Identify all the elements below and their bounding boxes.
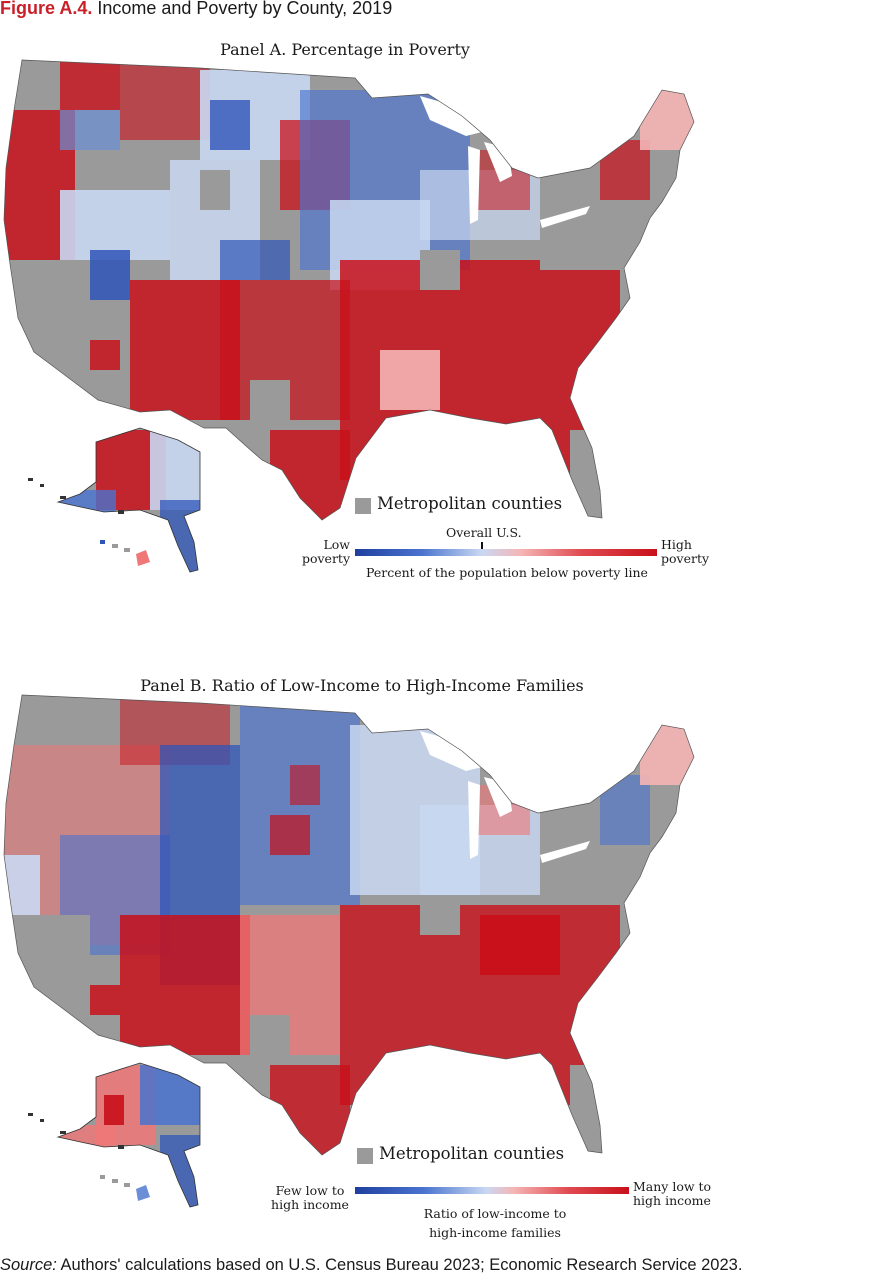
source-text: Authors' calculations based on U.S. Cens… [56, 1256, 743, 1274]
panel-a-legend-reference-label: Overall U.S. [446, 525, 522, 540]
figure-title-text: Income and Poverty by County, 2019 [92, 0, 393, 18]
panel-a-map [3, 59, 695, 573]
panel-b-lake-superior [420, 731, 482, 771]
source-label: Source: [0, 1256, 57, 1274]
panel-b-legend-gradient [355, 1187, 629, 1194]
source-note: Source: Authors' calculations based on U… [0, 1256, 742, 1275]
panel-a-metro-label: Metropolitan counties [377, 494, 563, 513]
figure-title: Figure A.4. Income and Poverty by County… [0, 0, 392, 19]
panel-a-aleutian-islands [28, 478, 124, 514]
panel-b-alaska-shading [58, 1065, 200, 1207]
panel-b-legend-left-label: Few low to high income [266, 1184, 354, 1212]
panel-a-lake-erie [540, 206, 590, 228]
panel-b-lake-erie [540, 841, 590, 863]
panel-b-hawaii [100, 1175, 150, 1201]
panel-b-aleutian-islands [28, 1113, 124, 1149]
panel-a-legend-left-line1: Low [323, 537, 350, 552]
panel-a-legend-right-label: High poverty [661, 538, 709, 566]
panel-b-legend-caption: Ratio of low-income to high-income famil… [420, 1204, 570, 1242]
panel-a-legend-left-line2: poverty [301, 551, 350, 566]
panel-b-legend-right-line1: Many low to [633, 1179, 712, 1194]
panel-a-metro-swatch [355, 498, 371, 514]
panel-a-legend-right-line2: poverty [661, 551, 710, 566]
panel-a-legend-gradient [355, 549, 657, 556]
panel-a-lake-superior [420, 96, 482, 136]
panel-a-legend-left-label: Low poverty [300, 538, 350, 566]
panel-b-metro-swatch [357, 1148, 373, 1164]
panel-b-map [3, 694, 695, 1208]
panel-b-lake-huron [484, 777, 512, 817]
panel-b-legend-left-line1: Few low to [275, 1183, 345, 1198]
panel-a-lake-huron [484, 142, 512, 182]
panel-a-alaska-shading [58, 430, 200, 572]
panel-a-lake-michigan [468, 146, 480, 224]
panel-a-hawaii [100, 540, 150, 566]
panel-a-title: Panel A. Percentage in Poverty [220, 40, 470, 59]
figure-label: Figure A.4. [0, 0, 93, 18]
panel-a-legend-caption: Percent of the population below poverty … [366, 565, 648, 580]
panel-b-legend-right-label: Many low to high income [633, 1180, 711, 1208]
panel-b-legend-left-line2: high income [271, 1197, 349, 1212]
panel-b-legend-caption-line1: Ratio of low-income to [423, 1206, 567, 1221]
panel-a-legend-reference-tick [481, 542, 483, 550]
panel-b-lake-michigan [468, 781, 480, 859]
panel-b-legend-right-line2: high income [633, 1193, 711, 1208]
panel-a-legend-right-line1: High [661, 537, 692, 552]
panel-b-title: Panel B. Ratio of Low-Income to High-Inc… [140, 676, 584, 695]
panel-b-metro-label: Metropolitan counties [379, 1144, 565, 1163]
panel-b-legend-caption-line2: high-income families [429, 1225, 561, 1240]
